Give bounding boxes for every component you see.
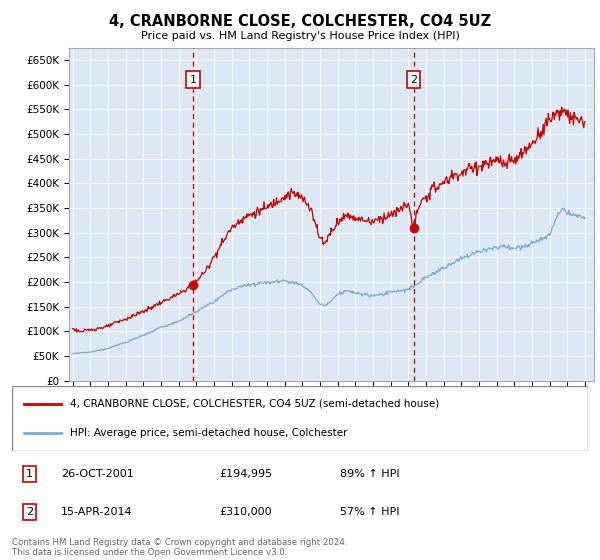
Text: 4, CRANBORNE CLOSE, COLCHESTER, CO4 5UZ (semi-detached house): 4, CRANBORNE CLOSE, COLCHESTER, CO4 5UZ … bbox=[70, 399, 439, 409]
Text: 15-APR-2014: 15-APR-2014 bbox=[61, 507, 133, 517]
Text: HPI: Average price, semi-detached house, Colchester: HPI: Average price, semi-detached house,… bbox=[70, 428, 347, 438]
Text: 89% ↑ HPI: 89% ↑ HPI bbox=[340, 469, 400, 479]
Text: 4, CRANBORNE CLOSE, COLCHESTER, CO4 5UZ: 4, CRANBORNE CLOSE, COLCHESTER, CO4 5UZ bbox=[109, 14, 491, 29]
Text: Contains HM Land Registry data © Crown copyright and database right 2024.
This d: Contains HM Land Registry data © Crown c… bbox=[12, 538, 347, 557]
FancyBboxPatch shape bbox=[12, 386, 588, 451]
Text: £194,995: £194,995 bbox=[220, 469, 272, 479]
Text: 2: 2 bbox=[26, 507, 33, 517]
Text: 1: 1 bbox=[190, 74, 197, 85]
Text: 57% ↑ HPI: 57% ↑ HPI bbox=[340, 507, 400, 517]
Text: 1: 1 bbox=[26, 469, 33, 479]
Text: 26-OCT-2001: 26-OCT-2001 bbox=[61, 469, 134, 479]
Text: Price paid vs. HM Land Registry's House Price Index (HPI): Price paid vs. HM Land Registry's House … bbox=[140, 31, 460, 41]
Text: 2: 2 bbox=[410, 74, 417, 85]
Text: £310,000: £310,000 bbox=[220, 507, 272, 517]
